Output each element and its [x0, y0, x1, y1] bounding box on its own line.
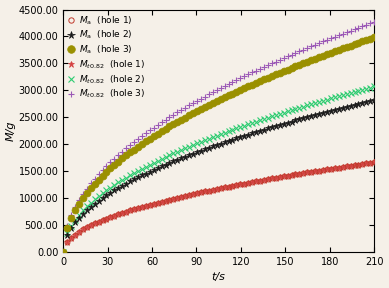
Legend: $M_{\mathrm{a}}$  (hole 1), $M_{\mathrm{a}}$  (hole 2), $M_{\mathrm{a}}$  (hole : $M_{\mathrm{a}}$ (hole 1), $M_{\mathrm{a…	[66, 12, 147, 102]
X-axis label: t/s: t/s	[212, 272, 226, 283]
Y-axis label: M/g: M/g	[5, 121, 16, 141]
